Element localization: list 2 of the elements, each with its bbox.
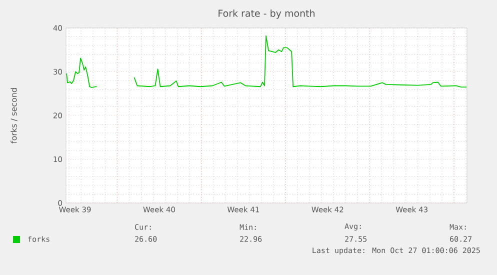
chart-title: Fork rate - by month xyxy=(218,10,315,19)
y-axis-title: forks / second xyxy=(10,88,18,144)
